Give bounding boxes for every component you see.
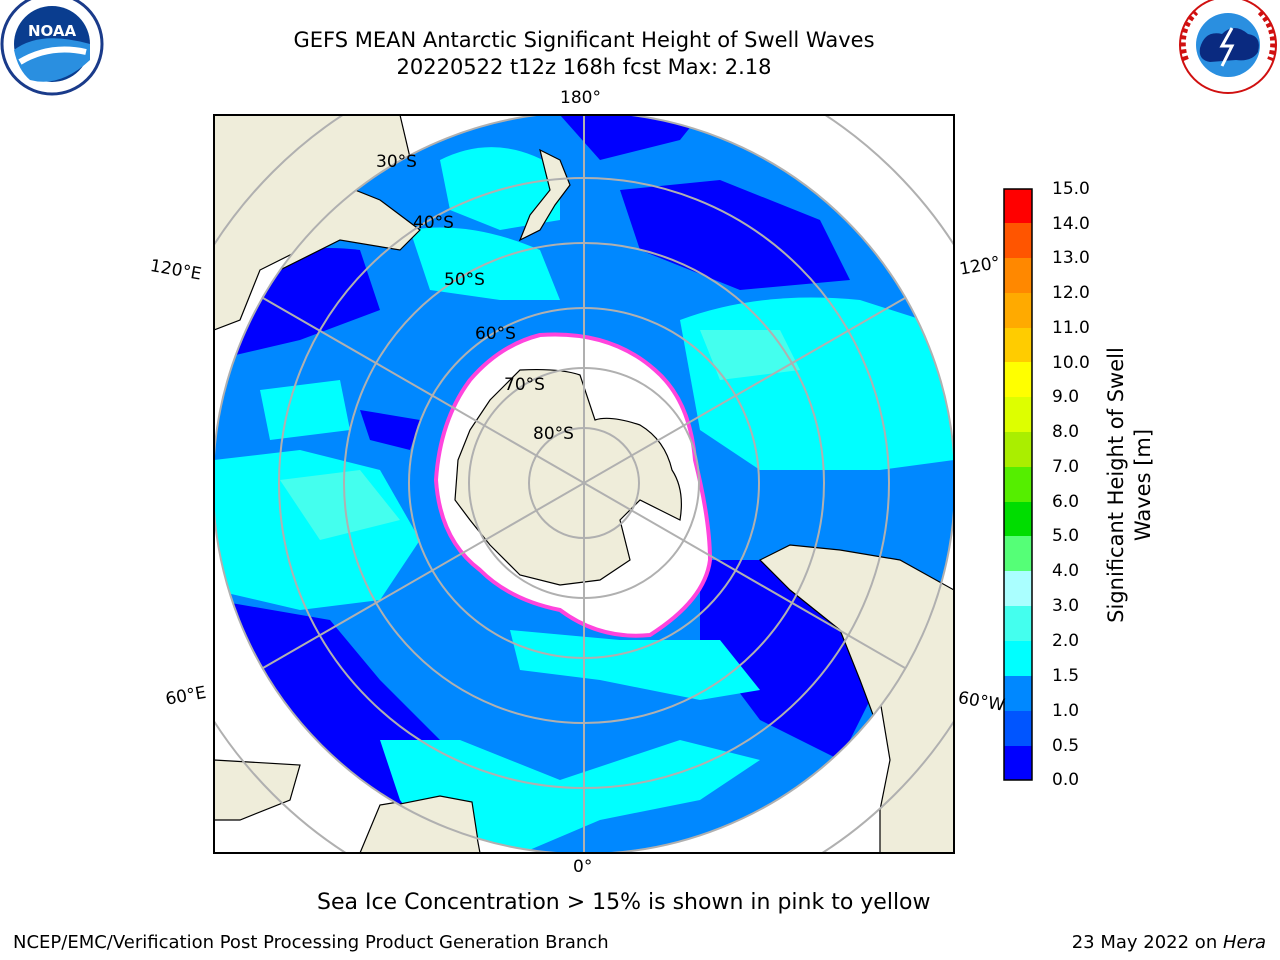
colorbar-tick: 4.0 <box>1052 561 1080 581</box>
colorbar-tick: 13.0 <box>1052 248 1090 268</box>
colorbar-label-line1: Significant Height of Swell <box>1104 347 1128 623</box>
map-subtitle: 20220522 t12z 168h fcst Max: 2.18 <box>396 55 772 79</box>
colorbar-tick: 5.0 <box>1052 526 1080 546</box>
noaa-logo: NOAA <box>0 0 104 96</box>
map-title: GEFS MEAN Antarctic Significant Height o… <box>293 28 875 52</box>
colorbar-tick: 11.0 <box>1052 318 1090 338</box>
ocean-disk <box>214 115 954 853</box>
colorbar-tick: 0.5 <box>1052 736 1080 756</box>
lat-label-50s: 50°S <box>444 270 485 290</box>
colorbar-tick: 12.0 <box>1052 283 1090 303</box>
colorbar-tick: 1.0 <box>1052 701 1080 721</box>
footer-date-text: 23 May 2022 on <box>1071 932 1223 953</box>
map-area <box>214 115 954 853</box>
colorbar-tick: 1.5 <box>1052 666 1080 686</box>
lat-label-80s: 80°S <box>533 424 574 444</box>
colorbar-label-line2: Waves [m] <box>1131 428 1155 542</box>
antarctica-land <box>454 368 682 586</box>
sea-ice-note: Sea Ice Concentration > 15% is shown in … <box>317 890 931 915</box>
colorbar-tick: 9.0 <box>1052 387 1080 407</box>
colorbar-tick: 10.0 <box>1052 353 1090 373</box>
lon-label-0: 0° <box>573 857 593 877</box>
footer-credit: NCEP/EMC/Verification Post Processing Pr… <box>13 932 609 953</box>
nws-logo <box>1179 0 1277 94</box>
svg-text:NOAA: NOAA <box>28 22 77 40</box>
footer-host: Hera <box>1222 932 1266 953</box>
lat-label-40s: 40°S <box>413 213 454 233</box>
footer-date: 23 May 2022 on Hera <box>1072 932 1266 953</box>
colorbar-tick: 7.0 <box>1052 457 1080 477</box>
colorbar-tick: 0.0 <box>1052 770 1080 790</box>
colorbar <box>1003 188 1033 781</box>
lat-label-60s: 60°S <box>475 324 516 344</box>
lat-label-30s: 30°S <box>376 152 417 172</box>
lat-label-70s: 70°S <box>504 375 545 395</box>
graticule <box>214 115 954 853</box>
map-frame <box>213 114 955 854</box>
colorbar-tick: 14.0 <box>1052 214 1090 234</box>
colorbar-tick: 15.0 <box>1052 179 1090 199</box>
colorbar-tick: 8.0 <box>1052 422 1080 442</box>
colorbar-tick: 6.0 <box>1052 492 1080 512</box>
colorbar-tick: 2.0 <box>1052 631 1080 651</box>
colorbar-tick: 3.0 <box>1052 596 1080 616</box>
lon-label-180: 180° <box>560 88 601 108</box>
